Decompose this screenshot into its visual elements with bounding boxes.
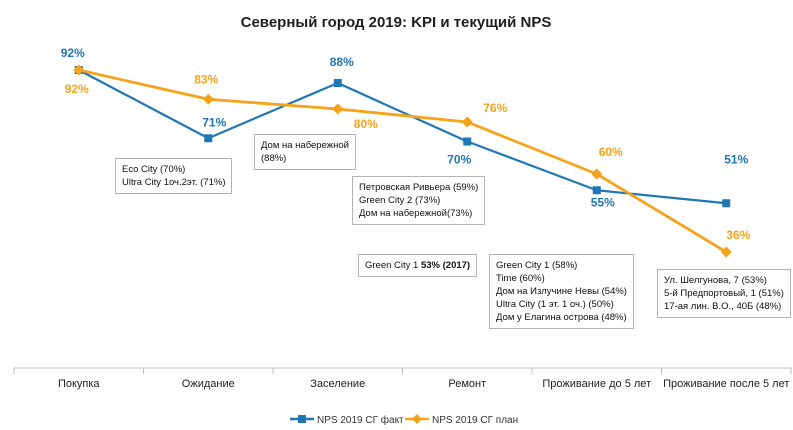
annotation-line: Дом на набережной(73%): [359, 208, 473, 219]
series-fact-line: [78, 69, 727, 205]
annotation-prefix: Green City 1: [365, 260, 421, 271]
category-label: Проживание до 5 лет: [542, 378, 651, 390]
category-label: Ремонт: [448, 378, 486, 390]
annotation-line: Ultra City 1оч.2эт. (71%): [122, 177, 226, 188]
annotation-box: Green City 1 53% (2017): [358, 254, 478, 277]
annotation-box: Дом на набережной (88%): [254, 134, 356, 170]
plan-data-label: 36%: [726, 228, 750, 242]
legend-fact-marker: [298, 415, 306, 423]
fact-point: [722, 199, 731, 208]
annotation-line: Петровская Ривьера (59%): [359, 182, 479, 193]
fact-data-label: 70%: [447, 153, 471, 167]
plan-point: [461, 116, 473, 128]
plan-data-label: 80%: [354, 117, 378, 131]
series-plan-line: [78, 68, 727, 254]
annotation-line: Green City 1 (58%): [496, 260, 578, 271]
annotation-line: Green City 2 (73%): [359, 195, 441, 206]
category-label: Ожидание: [182, 378, 235, 390]
plan-point: [202, 93, 214, 105]
plan-data-label: 60%: [599, 145, 623, 159]
fact-data-label: 55%: [591, 195, 615, 209]
annotation-line: Дом на Излучине Невы (54%): [496, 286, 627, 297]
fact-point: [463, 137, 472, 146]
annotation-line: 17-ая лин. В.О., 40Б (48%): [664, 301, 782, 312]
annotation-line: 5-й Предпортовый, 1 (51%): [664, 288, 784, 299]
annotation-box: Ул. Шелгунова, 7 (53%) 5-й Предпортовый,…: [657, 269, 791, 318]
plan-point: [720, 246, 732, 258]
legend-fact-label: NPS 2019 СГ факт: [317, 414, 404, 426]
legend-plan-label: NPS 2019 СГ план: [432, 415, 518, 426]
fact-point: [333, 79, 342, 87]
plan-data-label: 92%: [65, 82, 89, 96]
category-label: Проживание после 5 лет: [663, 378, 789, 390]
plan-data-label: 76%: [483, 101, 507, 115]
fact-data-label: 88%: [330, 55, 354, 69]
annotation-box: Eco City (70%) Ultra City 1оч.2эт. (71%): [115, 158, 233, 194]
plan-point: [332, 103, 344, 115]
annotation-line: Дом у Елагина острова (48%): [496, 312, 627, 323]
plan-point: [73, 64, 85, 76]
legend-plan-marker: [412, 414, 422, 424]
annotation-line: Eco City (70%): [122, 164, 186, 175]
annotation-line: (88%): [261, 153, 287, 164]
annotation-box: Петровская Ривьера (59%) Green City 2 (7…: [352, 176, 486, 225]
annotation-box: Green City 1 (58%) Time (60%) Дом на Изл…: [489, 254, 634, 329]
fact-data-label: 51%: [724, 152, 748, 166]
annotation-bold: 53% (2017): [420, 260, 471, 271]
annotation-line: Ул. Шелгунова, 7 (53%): [664, 275, 767, 286]
annotation-line: Дом на набережной: [261, 140, 349, 151]
fact-point: [592, 186, 601, 195]
plan-point: [591, 168, 603, 180]
annotation-line: Time (60%): [496, 273, 545, 284]
fact-data-label: 71%: [202, 115, 226, 129]
plan-data-label: 83%: [194, 72, 218, 86]
fact-data-label: 92%: [61, 46, 85, 60]
legend: NPS 2019 СГ факт NPS 2019 СГ план: [290, 414, 518, 426]
chart-title: Северный город 2019: KPI и текущий NPS: [241, 14, 552, 31]
category-label: Покупка: [58, 378, 100, 390]
category-label: Заселение: [310, 378, 365, 390]
annotation-line: Ultra City (1 эт. 1 оч.) (50%): [496, 299, 614, 310]
fact-point: [204, 134, 213, 143]
